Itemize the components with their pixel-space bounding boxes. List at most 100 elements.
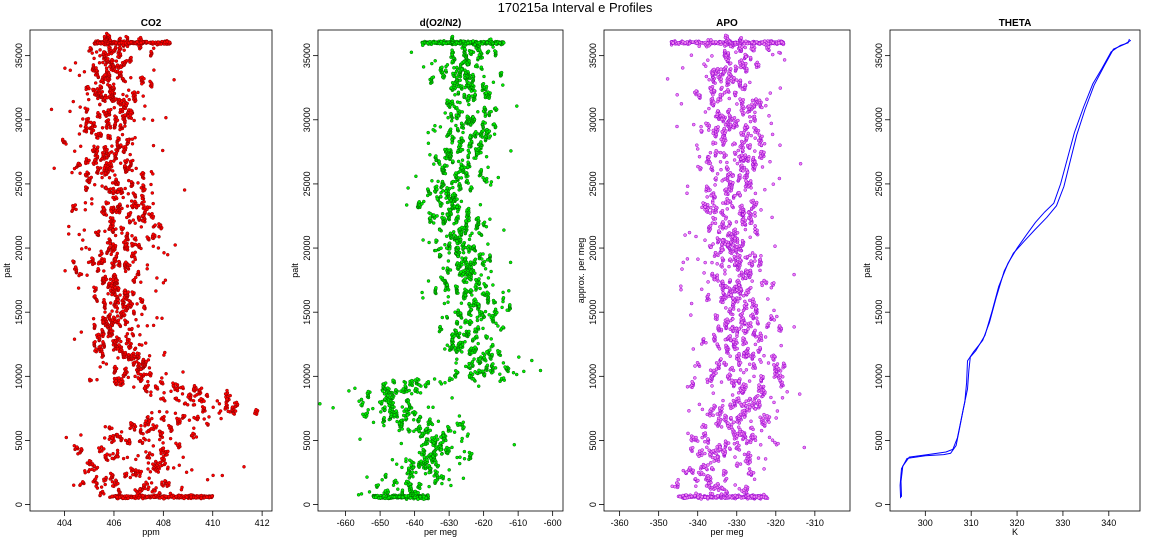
- do2n2-data-point: [426, 379, 431, 384]
- co2-data-point: [125, 337, 130, 342]
- co2-data-point: [142, 117, 146, 121]
- do2n2-data-point: [460, 225, 464, 230]
- co2-data-point: [129, 466, 133, 470]
- do2n2-data-point: [383, 381, 388, 385]
- co2-data-point: [102, 436, 107, 440]
- co2-data-point: [90, 197, 94, 201]
- do2n2-data-point: [347, 389, 351, 393]
- co2-data-point: [98, 365, 102, 369]
- do2n2-data-point: [386, 393, 390, 398]
- do2n2-data-point: [382, 415, 386, 420]
- co2-data-point: [137, 242, 141, 247]
- do2n2-data-point: [485, 258, 490, 262]
- do2n2-data-point: [483, 309, 488, 314]
- co2-panel-title: CO2: [141, 18, 162, 29]
- do2n2-data-point: [443, 380, 447, 385]
- do2n2-data-point: [467, 329, 471, 334]
- co2-data-point: [109, 205, 114, 210]
- co2-data-point: [84, 157, 89, 161]
- do2n2-data-point: [416, 491, 420, 495]
- co2-data-point: [161, 396, 165, 400]
- co2-data-point: [49, 107, 54, 112]
- co2-data-point: [211, 473, 215, 478]
- do2n2-data-point: [490, 352, 494, 357]
- co2-data-point: [123, 269, 128, 274]
- co2-data-point: [138, 487, 142, 491]
- do2n2-y-tick-label: 20000: [302, 236, 312, 261]
- do2n2-data-point: [449, 483, 453, 488]
- co2-data-point: [92, 121, 96, 125]
- co2-x-tick-label: 408: [156, 518, 171, 528]
- do2n2-data-point: [439, 448, 443, 452]
- co2-data-point: [78, 171, 82, 176]
- do2n2-data-point: [464, 219, 468, 223]
- do2n2-data-point: [498, 41, 502, 45]
- co2-data-point: [158, 464, 163, 468]
- do2n2-data-point: [463, 340, 467, 344]
- do2n2-data-point: [401, 413, 406, 418]
- co2-data-point: [111, 85, 116, 90]
- do2n2-data-point: [404, 203, 409, 207]
- co2-data-point: [86, 84, 90, 89]
- co2-data-point: [149, 169, 154, 174]
- do2n2-data-point: [501, 296, 506, 300]
- do2n2-data-point: [456, 214, 460, 219]
- co2-data-point: [192, 403, 197, 407]
- co2-data-point: [141, 94, 145, 98]
- co2-data-point: [153, 384, 158, 388]
- co2-data-point: [161, 441, 165, 445]
- co2-data-point: [125, 204, 130, 208]
- do2n2-data-point: [474, 277, 478, 282]
- do2n2-data-point: [491, 283, 495, 287]
- co2-data-point: [125, 44, 130, 49]
- co2-data-point: [192, 426, 196, 430]
- co2-data-point: [130, 234, 134, 238]
- co2-data-point: [73, 265, 78, 269]
- co2-data-point: [200, 405, 205, 409]
- do2n2-y-tick-label: 5000: [302, 430, 312, 450]
- do2n2-data-point: [447, 251, 451, 255]
- co2-data-point: [138, 438, 143, 443]
- do2n2-data-point: [400, 488, 405, 492]
- do2n2-data-point: [441, 430, 445, 435]
- co2-data-point: [125, 101, 129, 106]
- co2-data-point: [146, 358, 151, 362]
- do2n2-data-point: [427, 240, 431, 245]
- co2-data-point: [86, 116, 91, 121]
- co2-data-point: [110, 57, 114, 62]
- do2n2-data-point: [511, 370, 516, 375]
- co2-data-point: [173, 243, 177, 247]
- do2n2-data-point: [427, 466, 432, 471]
- co2-data-point: [113, 45, 118, 50]
- co2-data-point: [79, 247, 84, 251]
- co2-data-point: [134, 166, 138, 171]
- do2n2-data-point: [467, 301, 471, 306]
- co2-data-point: [131, 260, 135, 264]
- co2-data-point: [98, 102, 102, 107]
- co2-data-point: [118, 202, 122, 206]
- co2-data-point: [140, 440, 145, 445]
- co2-data-point: [147, 205, 152, 210]
- do2n2-data-point: [488, 217, 492, 221]
- co2-data-point: [111, 315, 116, 319]
- do2n2-data-point: [419, 444, 424, 448]
- co2-data-point: [150, 191, 155, 195]
- co2-data-point: [85, 273, 89, 277]
- co2-data-point: [125, 158, 130, 162]
- do2n2-data-point: [400, 465, 404, 470]
- co2-data-point: [150, 211, 154, 216]
- do2n2-data-point: [473, 257, 478, 262]
- do2n2-data-point: [467, 364, 471, 369]
- co2-data-point: [114, 195, 118, 199]
- co2-data-point: [115, 448, 120, 453]
- co2-data-point: [142, 76, 146, 81]
- do2n2-data-point: [457, 414, 462, 418]
- co2-data-point: [103, 274, 108, 279]
- co2-data-point: [185, 403, 190, 407]
- co2-data-point: [141, 357, 146, 362]
- do2n2-data-point: [538, 368, 543, 373]
- co2-data-point: [71, 259, 75, 263]
- co2-data-point: [166, 465, 170, 470]
- co2-data-point: [93, 340, 97, 344]
- co2-data-point: [126, 192, 131, 196]
